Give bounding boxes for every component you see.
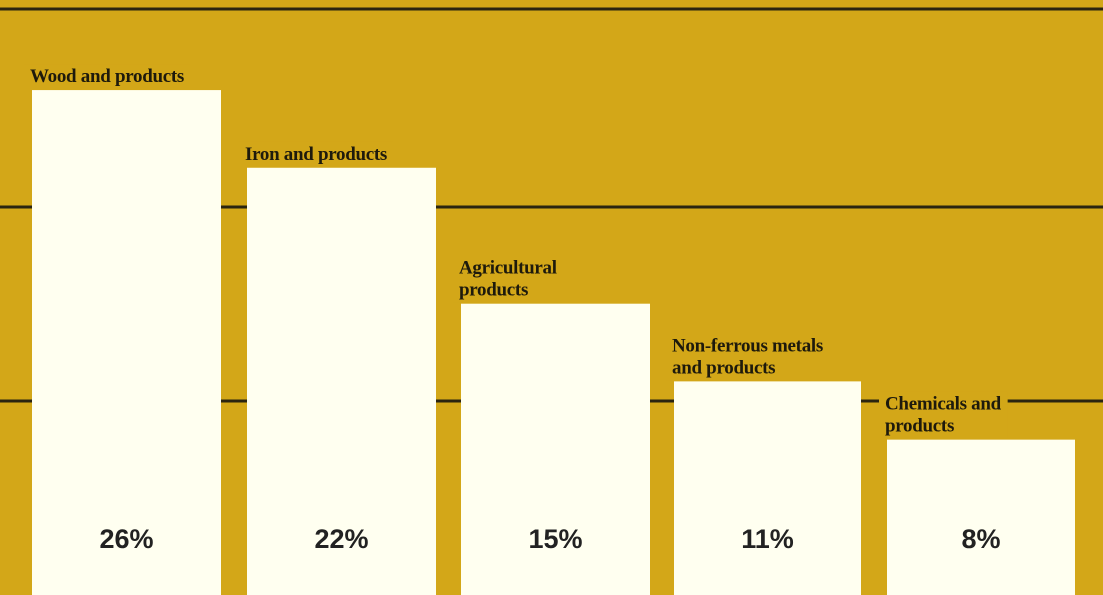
- value-label-5: 8%: [961, 524, 1000, 554]
- bar-2: [247, 167, 436, 595]
- category-labels: Wood and products Iron and products Agricu…: [24, 64, 1008, 439]
- category-label-backdrop-4: [666, 333, 829, 381]
- bar-1: [32, 90, 221, 595]
- bar-4: [674, 381, 861, 595]
- value-label-4: 11%: [741, 524, 794, 554]
- value-label-2: 22%: [314, 524, 368, 554]
- value-label-1: 26%: [99, 524, 153, 554]
- category-label-5: Chemicals and products: [885, 394, 1002, 437]
- bars: [32, 90, 1075, 595]
- category-label-backdrop-2: [239, 141, 394, 167]
- category-label-1: Wood and products: [30, 66, 184, 87]
- value-labels: 26% 22% 15% 11% 8%: [99, 524, 1000, 554]
- category-label-backdrop-5: [879, 391, 1008, 439]
- category-label-4: Non-ferrous metals and products: [672, 335, 823, 378]
- bar-5: [887, 439, 1075, 595]
- category-label-backdrop-3: [453, 255, 563, 303]
- category-label-backdrop-1: [24, 64, 190, 90]
- category-label-3: Agricultural products: [459, 258, 557, 301]
- value-label-3: 15%: [528, 524, 582, 554]
- bar-3: [461, 303, 650, 595]
- category-label-2: Iron and products: [245, 144, 387, 165]
